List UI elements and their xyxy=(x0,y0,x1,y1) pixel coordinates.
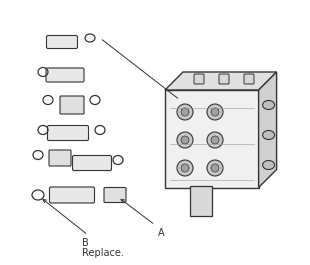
Circle shape xyxy=(207,132,223,148)
Ellipse shape xyxy=(263,161,275,170)
Text: A: A xyxy=(158,228,165,238)
FancyBboxPatch shape xyxy=(104,188,126,202)
FancyBboxPatch shape xyxy=(165,90,259,188)
Circle shape xyxy=(207,160,223,176)
Text: Replace.: Replace. xyxy=(82,248,124,258)
Circle shape xyxy=(211,108,219,116)
FancyBboxPatch shape xyxy=(60,96,84,114)
Circle shape xyxy=(177,104,193,120)
FancyBboxPatch shape xyxy=(49,150,71,166)
Ellipse shape xyxy=(263,100,275,109)
Circle shape xyxy=(177,160,193,176)
Circle shape xyxy=(181,136,189,144)
FancyBboxPatch shape xyxy=(194,74,204,84)
Circle shape xyxy=(207,104,223,120)
Text: B: B xyxy=(82,238,89,248)
FancyBboxPatch shape xyxy=(46,36,78,48)
Polygon shape xyxy=(165,72,277,90)
Circle shape xyxy=(181,108,189,116)
FancyBboxPatch shape xyxy=(47,126,88,140)
FancyBboxPatch shape xyxy=(219,74,229,84)
FancyBboxPatch shape xyxy=(244,74,254,84)
FancyBboxPatch shape xyxy=(50,187,95,203)
Circle shape xyxy=(211,136,219,144)
FancyBboxPatch shape xyxy=(46,68,84,82)
Ellipse shape xyxy=(263,130,275,139)
FancyBboxPatch shape xyxy=(190,186,212,215)
Circle shape xyxy=(211,164,219,172)
Circle shape xyxy=(181,164,189,172)
Polygon shape xyxy=(259,72,277,188)
Circle shape xyxy=(177,132,193,148)
FancyBboxPatch shape xyxy=(73,156,112,170)
